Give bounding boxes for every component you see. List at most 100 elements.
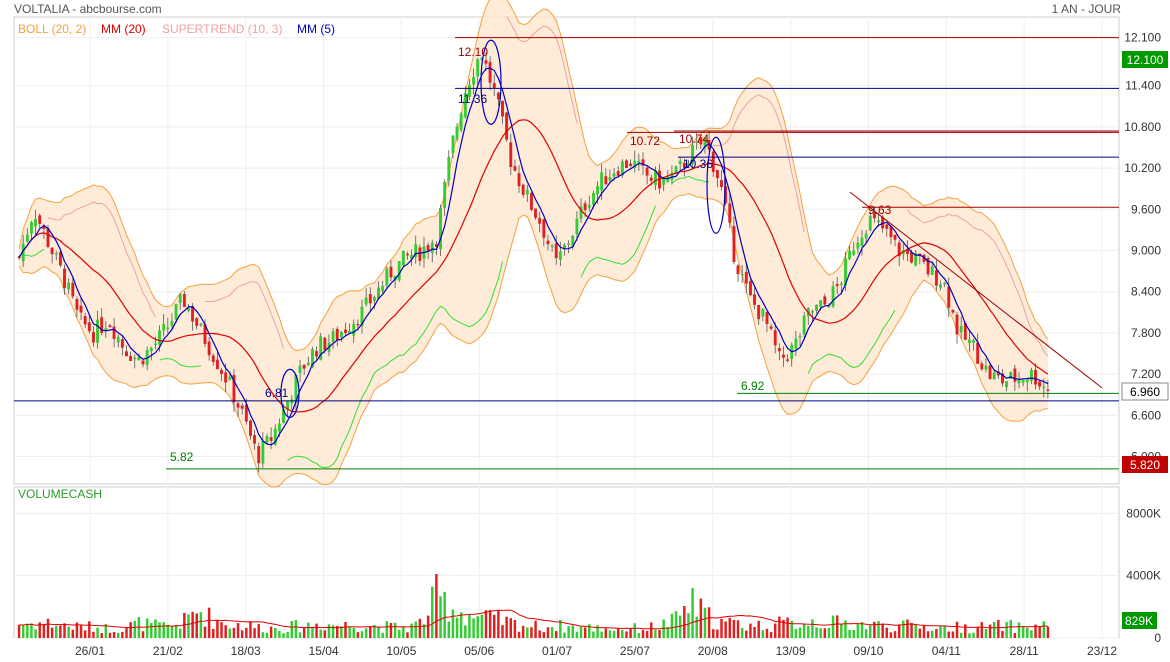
date-tick-label: 28/11 [1010, 644, 1039, 658]
volume-panel-label: VOLUMECASH [18, 487, 102, 501]
candle-body [819, 300, 823, 308]
candle-body [579, 206, 583, 219]
volume-bar [26, 623, 29, 638]
ellipse-annotation-6-81 [280, 368, 300, 418]
candle-body [364, 297, 368, 305]
candle-body [187, 308, 190, 311]
volume-bar [988, 624, 992, 638]
candle-body [1021, 379, 1025, 383]
supertrend-segment [287, 261, 503, 469]
volume-bar [712, 629, 715, 638]
candle-body [558, 251, 562, 260]
candle-body [87, 322, 91, 332]
candle-body [501, 100, 504, 117]
bollinger-bands [18, 0, 1049, 488]
candle-body [910, 252, 914, 263]
candle-body [30, 222, 33, 234]
candle-body [129, 355, 133, 361]
candle-body [195, 318, 199, 326]
volume-bar [96, 627, 99, 638]
candle-body [587, 204, 591, 208]
candle-body [459, 113, 463, 130]
volume-bar [377, 626, 380, 638]
volume-bar [778, 616, 781, 638]
volume-bar [844, 620, 847, 638]
volume-bar [133, 621, 137, 638]
volume-bar [869, 625, 872, 638]
candle-body [620, 161, 624, 176]
level-label-10-74: 10.74 [679, 132, 709, 146]
volume-bar [340, 626, 343, 638]
volume-badge-last [1122, 612, 1157, 629]
volume-bar [278, 630, 281, 638]
volume-bar [88, 621, 91, 638]
candle-body [137, 357, 141, 361]
candle-body [926, 258, 930, 275]
candle-body [827, 306, 831, 308]
volume-bar [298, 632, 302, 638]
candle-body [951, 309, 955, 313]
candle-body [476, 59, 480, 77]
candle-body [517, 173, 521, 187]
volume-bar [488, 610, 492, 638]
volume-bar [926, 631, 930, 638]
volume-bar [930, 630, 934, 638]
candle-body [914, 252, 918, 266]
candle-body [798, 335, 802, 338]
volume-bar [389, 622, 393, 638]
candle-body [777, 348, 781, 352]
volume-bar [596, 625, 599, 638]
price-tick-label: 10.800 [1124, 120, 1161, 134]
supertrend-segment [23, 248, 45, 257]
candle-body [835, 284, 839, 287]
candle-body [943, 282, 947, 285]
period-label: 1 AN - JOUR [1052, 2, 1122, 16]
volume-bar [67, 626, 70, 638]
volume-bar [468, 615, 471, 638]
candle-body [563, 244, 566, 249]
candle-body [430, 242, 434, 254]
volume-bar [1001, 630, 1004, 638]
candle-body [897, 242, 901, 257]
candle-body [670, 172, 674, 180]
candle-body [249, 420, 252, 436]
volume-bar [55, 625, 58, 638]
volume-bar [92, 631, 95, 638]
candle-body [947, 286, 951, 308]
candle-body [352, 323, 356, 336]
volume-tick-label: 0 [1154, 631, 1161, 645]
candle-body [893, 234, 897, 240]
volume-bar [108, 632, 112, 638]
volume-bar [728, 617, 732, 638]
candle-body [641, 159, 645, 166]
volume-bar [984, 628, 988, 638]
volume-bar [716, 629, 719, 638]
candle-body [992, 372, 996, 380]
level-label-11-36: 11.36 [458, 92, 487, 106]
volume-badge-last-text: 829K [1125, 614, 1153, 628]
candle-body [381, 285, 385, 292]
candle-body [240, 405, 244, 409]
volume-bar [236, 623, 240, 638]
volume-bar [509, 618, 513, 638]
legend-boll: BOLL (20, 2) [18, 22, 86, 36]
volume-bar [249, 621, 252, 638]
volume-bar [699, 598, 703, 638]
candle-body [525, 189, 529, 195]
legend-supertrend: SUPERTREND (10, 3) [162, 22, 282, 36]
volume-bar [1017, 622, 1021, 638]
volume-bar [889, 632, 893, 638]
supertrend-segment [506, 16, 578, 124]
volume-bar [191, 611, 194, 638]
volume-bar [608, 630, 612, 638]
volume-bar [311, 627, 314, 638]
candle-body [484, 60, 488, 64]
candle-body [488, 61, 492, 83]
volume-bar [150, 622, 153, 638]
volume-bar [550, 627, 554, 638]
candle-body [149, 347, 153, 352]
volume-bar [972, 632, 975, 638]
candle-body [877, 220, 880, 223]
volume-bar [823, 628, 827, 638]
